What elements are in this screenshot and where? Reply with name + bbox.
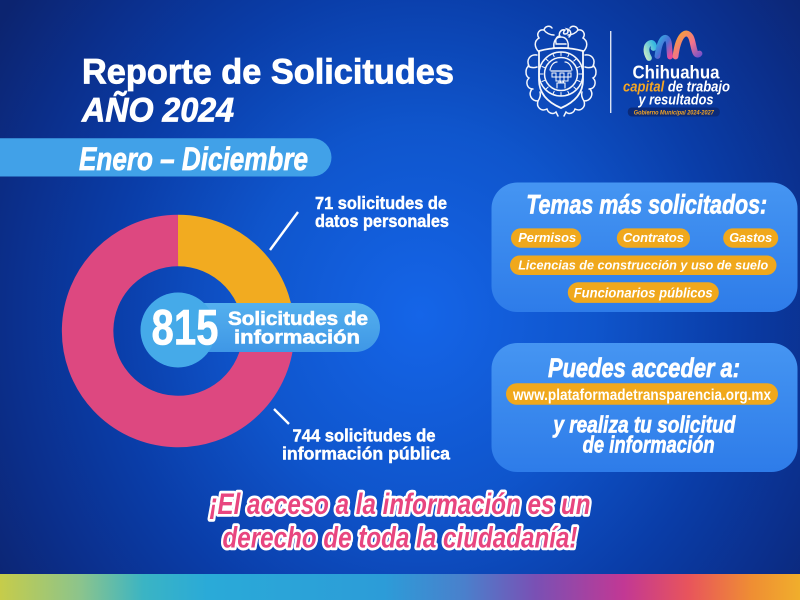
svg-text:¡El acceso a la información es: ¡El acceso a la información es un — [210, 488, 591, 521]
svg-text:71 solicitudes de: 71 solicitudes de — [315, 193, 447, 213]
svg-text:y realiza tu solicitud: y realiza tu solicitud — [553, 412, 736, 438]
svg-text:información: información — [234, 327, 360, 349]
svg-text:Permisos: Permisos — [518, 230, 576, 245]
svg-text:Reporte de Solicitudes: Reporte de Solicitudes — [82, 53, 454, 92]
svg-text:Gastos: Gastos — [729, 230, 772, 245]
svg-text:744 solicitudes de: 744 solicitudes de — [293, 426, 436, 446]
svg-text:Contratos: Contratos — [623, 230, 684, 245]
svg-text:AÑO 2024: AÑO 2024 — [81, 92, 234, 130]
svg-text:datos personales: datos personales — [315, 211, 449, 231]
svg-text:Temas más solicitados:: Temas más solicitados: — [526, 190, 767, 220]
svg-text:Puedes acceder a:: Puedes acceder a: — [548, 353, 740, 383]
svg-text:www.plataformadetransparencia.: www.plataformadetransparencia.org.mx — [512, 387, 771, 404]
svg-text:derecho de toda la ciudadanía!: derecho de toda la ciudadanía! — [223, 522, 578, 555]
svg-text:Solicitudes de: Solicitudes de — [228, 308, 368, 330]
svg-text:815: 815 — [152, 300, 219, 356]
svg-text:y resultados: y resultados — [638, 92, 714, 109]
svg-text:Funcionarios públicos: Funcionarios públicos — [574, 284, 713, 300]
svg-text:Chihuahua: Chihuahua — [633, 62, 721, 83]
svg-text:información pública: información pública — [282, 444, 450, 464]
svg-text:capital de trabajo: capital de trabajo — [623, 79, 730, 96]
svg-text:Gobierno Municipal 2024-2027: Gobierno Municipal 2024-2027 — [634, 109, 715, 116]
svg-text:Enero – Diciembre: Enero – Diciembre — [79, 141, 308, 177]
svg-text:de información: de información — [583, 431, 715, 457]
svg-text:Licencias de construcción y us: Licencias de construcción y uso de suelo — [518, 257, 768, 272]
